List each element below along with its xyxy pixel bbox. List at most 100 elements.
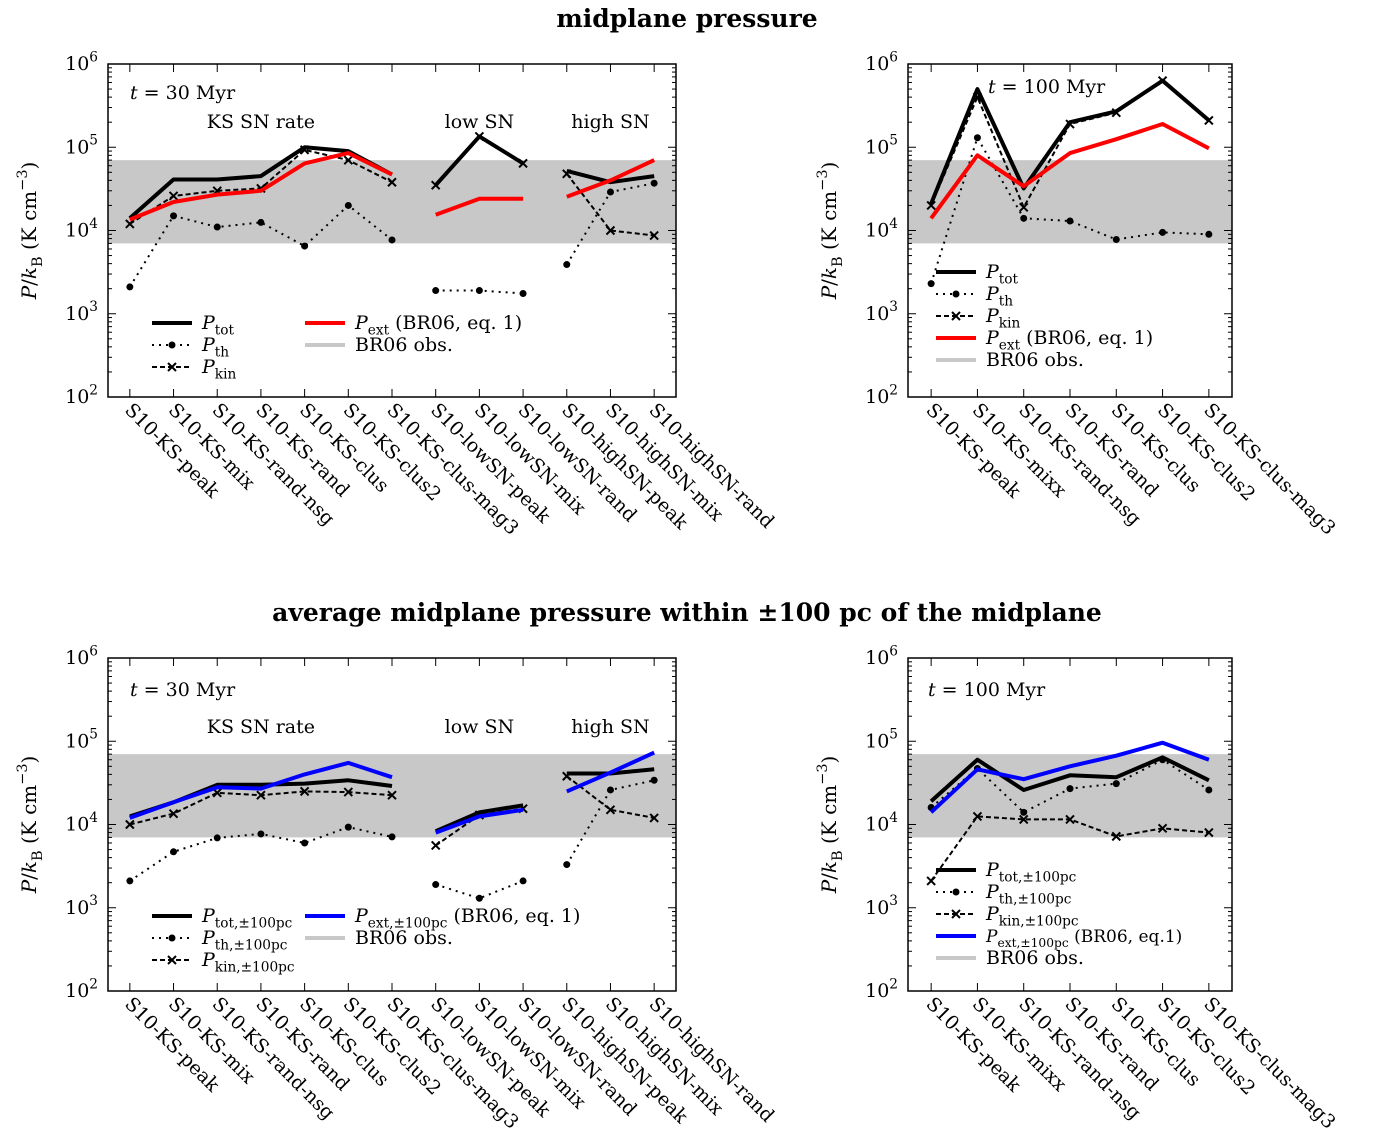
legend-label: Pkin​ — [985, 305, 1020, 332]
text-span: 1 — [503, 312, 515, 334]
text-span: 10 — [65, 136, 89, 158]
legend-marker — [951, 909, 961, 919]
text-span: cm — [17, 191, 41, 221]
text-span: BR06 — [986, 947, 1038, 969]
text-span: t — [988, 76, 996, 98]
text-span: BR06 — [986, 349, 1038, 371]
superscript: 4 — [889, 216, 898, 232]
y-tick-label: 105​ — [65, 133, 98, 159]
text-span: 10 — [65, 53, 89, 75]
text-span: P — [201, 334, 216, 356]
text-span: P — [17, 285, 41, 300]
series-line — [566, 158, 656, 199]
series-point — [343, 787, 354, 797]
text-span: ( — [447, 905, 460, 927]
series-line — [435, 807, 524, 835]
series-point — [301, 242, 309, 250]
legend-label: BR06 obs. — [986, 349, 1084, 371]
y-tick-label: 104​ — [865, 810, 898, 836]
series-point — [1019, 814, 1029, 825]
group-label: KS SN rate — [207, 111, 315, 133]
text-span: , — [513, 905, 525, 927]
superscript: 5 — [89, 727, 98, 743]
superscript: 4 — [89, 216, 98, 232]
legend-marker — [167, 955, 177, 965]
series-line — [434, 803, 524, 834]
superscript: 3 — [889, 299, 898, 315]
series-point — [1205, 230, 1213, 238]
legend-marker — [168, 341, 176, 349]
series-point — [1159, 228, 1167, 236]
text-span: K — [17, 226, 41, 242]
legend-label: Pext​ (BR06, eq. 1) — [354, 312, 522, 339]
text-span: / — [17, 873, 41, 880]
superscript: 4 — [889, 810, 898, 826]
superscript: 2 — [889, 382, 898, 398]
subscript: kin,±100pc — [999, 914, 1079, 930]
panel-time-label: t = 30 Myr — [130, 82, 236, 104]
series-point — [1066, 217, 1074, 225]
subscript: ext,±100pc — [997, 936, 1068, 950]
legend-label: Ptot​ — [985, 261, 1019, 288]
text-span: K — [817, 226, 841, 242]
text-span: 10 — [65, 730, 89, 752]
series-point — [605, 805, 616, 815]
superscript: 5 — [89, 133, 98, 149]
text-span: Myr — [196, 82, 236, 104]
y-tick-label: 103​ — [865, 893, 898, 919]
legend-label: Pext​ (BR06, eq. 1) — [985, 327, 1153, 354]
superscript: 6 — [889, 643, 898, 659]
series-point — [1112, 780, 1120, 788]
series-line — [929, 122, 1210, 220]
text-span: BR06 — [403, 312, 455, 334]
legend-marker — [168, 934, 176, 942]
subscript: B — [830, 850, 846, 861]
series-point — [1111, 107, 1121, 118]
legend-label: Pth​ — [201, 334, 229, 361]
group-label: KS SN rate — [207, 716, 315, 738]
series-point — [563, 261, 571, 269]
series-point — [1020, 214, 1028, 222]
superscript: 3 — [889, 893, 898, 909]
text-span: ) — [1176, 927, 1183, 947]
group-label: high SN — [571, 716, 649, 738]
series-point — [344, 201, 352, 209]
text-span: P — [201, 905, 216, 927]
legend-label: Pth,±100pc​ — [201, 927, 288, 954]
series-point — [519, 877, 527, 885]
series-point — [256, 790, 266, 800]
text-span: Myr — [196, 679, 236, 701]
series-point — [125, 819, 135, 830]
text-span: ( — [17, 242, 41, 256]
y-axis-label-group: P/kB​ (K cm−3​) — [15, 756, 46, 895]
text-span: ( — [389, 312, 402, 334]
y-tick-label: 105​ — [65, 727, 98, 753]
series-point — [518, 158, 528, 169]
series-point — [213, 223, 221, 231]
series-point — [1066, 785, 1074, 793]
text-span: obs — [414, 334, 447, 356]
series-point — [432, 881, 440, 889]
legend-label: BR06 obs. — [355, 334, 453, 356]
text-span: . — [1159, 927, 1164, 947]
text-span: / — [817, 279, 841, 286]
text-span: . — [1122, 327, 1134, 349]
legend-marker — [951, 311, 961, 321]
subscript: tot,±100pc — [999, 870, 1077, 886]
series-point — [388, 236, 396, 244]
series-point — [299, 786, 310, 797]
y-tick-label: 102​ — [65, 976, 98, 1002]
y-tick-label: 106​ — [865, 643, 898, 669]
text-span: 10 — [65, 303, 89, 325]
superscript: −3 — [15, 764, 31, 785]
text-span: eq — [1138, 927, 1159, 947]
text-span: cm — [17, 785, 41, 815]
series-point — [1112, 235, 1120, 243]
text-span: 10 — [865, 647, 889, 669]
text-span: ) — [515, 312, 522, 334]
text-span: P — [817, 285, 841, 300]
text-span: . — [549, 905, 561, 927]
text-span: = — [138, 82, 166, 104]
text-span: . — [447, 927, 453, 949]
